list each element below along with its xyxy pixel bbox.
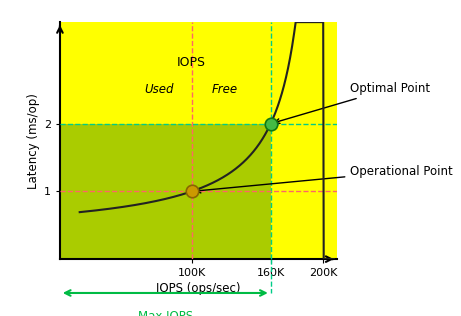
X-axis label: IOPS (ops/sec): IOPS (ops/sec): [156, 282, 241, 295]
Y-axis label: Latency (ms/op): Latency (ms/op): [27, 93, 40, 189]
Text: Used: Used: [144, 83, 173, 96]
Text: Operational Point: Operational Point: [196, 165, 453, 193]
Bar: [60, 124, 271, 259]
Text: Free: Free: [212, 83, 237, 96]
Text: Optimal Point: Optimal Point: [275, 82, 431, 124]
Text: IOPS: IOPS: [177, 56, 206, 69]
Text: Max IOPS: Max IOPS: [138, 310, 193, 316]
